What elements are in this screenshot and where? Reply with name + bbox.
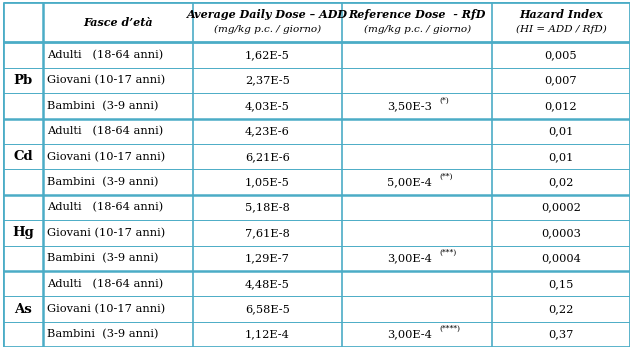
Text: Hazard Index: Hazard Index — [519, 9, 603, 20]
Text: 0,01: 0,01 — [548, 126, 573, 136]
Text: (mg/kg p.c. / giorno): (mg/kg p.c. / giorno) — [363, 25, 471, 34]
Text: 0,22: 0,22 — [548, 304, 573, 314]
Text: Bambini  (3-9 anni): Bambini (3-9 anni) — [47, 253, 159, 263]
Text: 6,21E-6: 6,21E-6 — [245, 152, 290, 162]
Text: 4,48E-5: 4,48E-5 — [245, 279, 290, 289]
Text: Average Daily Dose – ADD: Average Daily Dose – ADD — [187, 9, 348, 20]
Text: 6,58E-5: 6,58E-5 — [245, 304, 290, 314]
Text: Pb: Pb — [13, 74, 33, 87]
Text: 5,00E-4: 5,00E-4 — [387, 177, 432, 187]
Text: Bambini  (3-9 anni): Bambini (3-9 anni) — [47, 177, 159, 187]
Text: 0,15: 0,15 — [548, 279, 573, 289]
Text: (*): (*) — [439, 96, 449, 104]
Text: Adulti   (18-64 anni): Adulti (18-64 anni) — [47, 279, 163, 289]
Text: 3,00E-4: 3,00E-4 — [387, 329, 432, 340]
Text: (mg/kg p.c. / giorno): (mg/kg p.c. / giorno) — [214, 25, 321, 34]
Text: 4,03E-5: 4,03E-5 — [245, 101, 290, 111]
Text: Giovani (10-17 anni): Giovani (10-17 anni) — [47, 75, 165, 86]
Text: 0,01: 0,01 — [548, 152, 573, 162]
Text: (HI = ADD / RfD): (HI = ADD / RfD) — [515, 25, 606, 34]
Text: 0,02: 0,02 — [548, 177, 573, 187]
Text: 0,005: 0,005 — [544, 50, 577, 60]
Text: 1,62E-5: 1,62E-5 — [245, 50, 290, 60]
Text: Giovani (10-17 anni): Giovani (10-17 anni) — [47, 151, 165, 162]
Text: Bambini  (3-9 anni): Bambini (3-9 anni) — [47, 101, 159, 111]
Text: 3,00E-4: 3,00E-4 — [387, 253, 432, 263]
Text: (***): (***) — [439, 249, 456, 257]
Text: Bambini  (3-9 anni): Bambini (3-9 anni) — [47, 329, 159, 340]
Text: 3,50E-3: 3,50E-3 — [387, 101, 432, 111]
Text: Adulti   (18-64 anni): Adulti (18-64 anni) — [47, 202, 163, 213]
Text: Adulti   (18-64 anni): Adulti (18-64 anni) — [47, 126, 163, 136]
Text: Reference Dose  - RfD: Reference Dose - RfD — [348, 9, 486, 20]
Text: 1,12E-4: 1,12E-4 — [245, 329, 290, 340]
Text: 0,0003: 0,0003 — [541, 228, 581, 238]
Text: 0,012: 0,012 — [544, 101, 577, 111]
Text: Giovani (10-17 anni): Giovani (10-17 anni) — [47, 228, 165, 238]
Text: Adulti   (18-64 anni): Adulti (18-64 anni) — [47, 50, 163, 60]
Text: 1,29E-7: 1,29E-7 — [245, 253, 290, 263]
Text: Cd: Cd — [13, 150, 33, 163]
Text: 2,37E-5: 2,37E-5 — [245, 75, 290, 86]
Text: 0,0004: 0,0004 — [541, 253, 581, 263]
Text: 0,0002: 0,0002 — [541, 202, 581, 213]
Text: 0,37: 0,37 — [548, 329, 573, 340]
Text: Giovani (10-17 anni): Giovani (10-17 anni) — [47, 304, 165, 314]
Text: 1,05E-5: 1,05E-5 — [245, 177, 290, 187]
Text: As: As — [14, 303, 32, 315]
Text: Fasce d’età: Fasce d’età — [83, 17, 153, 28]
Text: 0,007: 0,007 — [544, 75, 577, 86]
Text: 7,61E-8: 7,61E-8 — [245, 228, 290, 238]
Text: (**): (**) — [439, 172, 453, 180]
Text: Hg: Hg — [12, 227, 34, 239]
Text: 4,23E-6: 4,23E-6 — [245, 126, 290, 136]
Text: 5,18E-8: 5,18E-8 — [245, 202, 290, 213]
Text: (****): (****) — [439, 325, 460, 333]
